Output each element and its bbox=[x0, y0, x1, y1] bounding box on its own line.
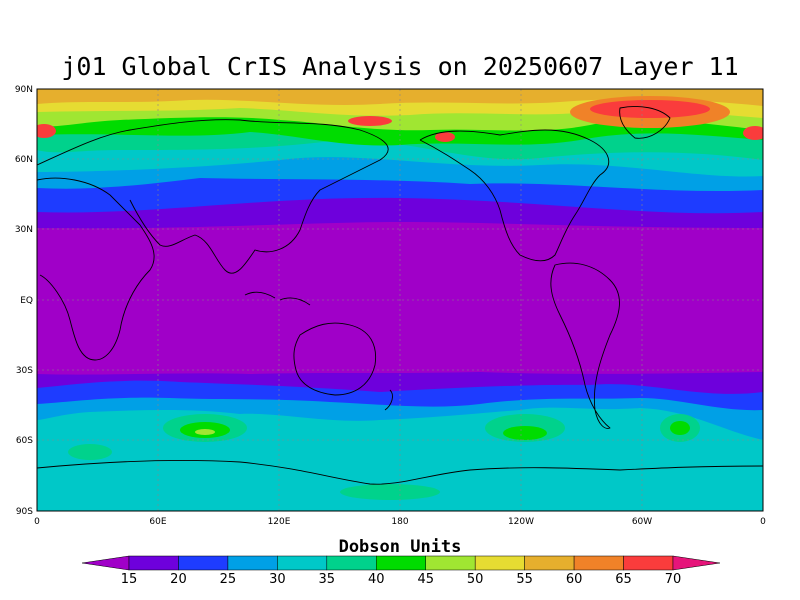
page-title: j01 Global CrIS Analysis on 20250607 Lay… bbox=[61, 52, 739, 81]
lat-label: EQ bbox=[20, 296, 33, 306]
colorbar-segment bbox=[227, 555, 278, 571]
colorbar-under-arrow bbox=[81, 555, 130, 571]
lon-label: 60W bbox=[632, 517, 652, 527]
colorbar-tick-label: 55 bbox=[516, 572, 533, 587]
colorbar: 15 20 25 30 35 40 45 50 55 60 65 70 bbox=[81, 555, 721, 587]
colorbar-segment bbox=[573, 555, 624, 571]
lat-label: 30N bbox=[15, 225, 33, 235]
colorbar-segment bbox=[128, 555, 179, 571]
colorbar-segment bbox=[623, 555, 674, 571]
lon-label: 120E bbox=[268, 517, 291, 527]
coastlines bbox=[36, 106, 764, 485]
colorbar-tick-label: 60 bbox=[566, 572, 583, 587]
lat-label: 30S bbox=[16, 366, 33, 376]
map-border bbox=[36, 88, 764, 512]
colorbar-segment bbox=[474, 555, 525, 571]
lat-axis: 90N 60N 30N EQ 30S 60S 90S bbox=[15, 85, 33, 517]
grid-lines bbox=[37, 89, 763, 511]
colorbar-tick-label: 30 bbox=[269, 572, 286, 587]
colorbar-tick-label: 15 bbox=[121, 572, 138, 587]
colorbar-tick-label: 70 bbox=[665, 572, 682, 587]
lon-label: 180 bbox=[391, 517, 408, 527]
colorbar-segment bbox=[425, 555, 476, 571]
lon-label: 0 bbox=[34, 517, 40, 527]
colorbar-segment bbox=[376, 555, 426, 571]
colorbar-tick-label: 40 bbox=[368, 572, 385, 587]
lat-label: 90N bbox=[15, 85, 33, 95]
colorbar-tick-label: 50 bbox=[467, 572, 484, 587]
colorbar-over-arrow bbox=[672, 555, 721, 571]
lon-label: 60E bbox=[149, 517, 166, 527]
colorbar-segment bbox=[178, 555, 229, 571]
lon-label: 120W bbox=[508, 517, 534, 527]
lat-label: 60N bbox=[15, 155, 33, 165]
colorbar-tick-label: 35 bbox=[319, 572, 336, 587]
lat-label: 90S bbox=[16, 507, 33, 517]
colorbar-segment bbox=[524, 555, 575, 571]
lon-axis: 0 60E 120E 180 120W 60W 0 bbox=[34, 517, 766, 527]
colorbar-tick-label: 65 bbox=[615, 572, 632, 587]
colorbar-segment bbox=[277, 555, 328, 571]
lon-label: 0 bbox=[760, 517, 766, 527]
colorbar-tick-label: 20 bbox=[170, 572, 187, 587]
lat-label: 60S bbox=[16, 436, 33, 446]
colorbar-tick-label: 45 bbox=[417, 572, 434, 587]
colorbar-tick-label: 25 bbox=[220, 572, 237, 587]
colorbar-title: Dobson Units bbox=[338, 537, 462, 557]
colorbar-segment bbox=[326, 555, 377, 571]
